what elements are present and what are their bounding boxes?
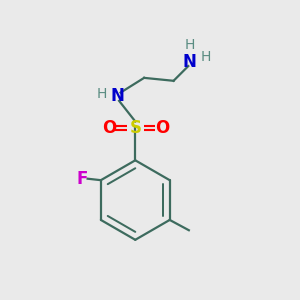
Text: N: N xyxy=(110,86,124,104)
Text: S: S xyxy=(129,119,141,137)
Text: N: N xyxy=(183,53,197,71)
Text: H: H xyxy=(96,87,106,101)
Text: H: H xyxy=(201,50,211,64)
Text: F: F xyxy=(76,170,87,188)
Text: H: H xyxy=(184,38,195,52)
Text: O: O xyxy=(102,119,116,137)
Text: O: O xyxy=(155,119,169,137)
